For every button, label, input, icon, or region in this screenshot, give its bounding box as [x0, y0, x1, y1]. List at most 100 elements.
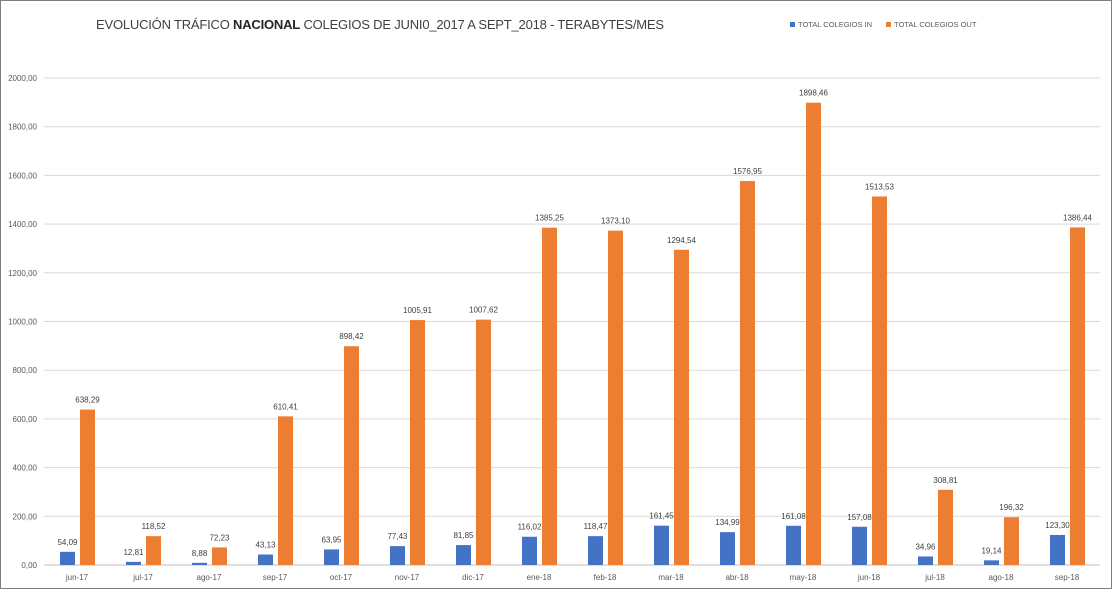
- title-prefix: EVOLUCIÓN TRÁFICO: [96, 17, 234, 32]
- y-tick-label: 1400,00: [8, 220, 37, 229]
- bar-in: [126, 561, 141, 565]
- bar-in: [456, 545, 471, 565]
- bar-in: [390, 546, 405, 565]
- bar-in: [984, 560, 999, 565]
- bar-out: [674, 249, 689, 565]
- data-label-in: 161,08: [781, 512, 806, 521]
- bar-in: [522, 536, 537, 565]
- bar-out: [146, 536, 161, 565]
- bar-out: [608, 230, 623, 565]
- data-label-out: 1385,25: [535, 214, 564, 223]
- bar-out: [344, 346, 359, 565]
- legend-item-out: TOTAL COLEGIOS OUT: [886, 20, 976, 29]
- x-tick-label: abr-18: [725, 573, 749, 582]
- data-label-out: 1294,54: [667, 236, 696, 245]
- data-label-in: 43,13: [255, 540, 276, 549]
- bar-out: [740, 181, 755, 565]
- y-tick-label: 400,00: [13, 464, 38, 473]
- x-tick-label: ene-18: [527, 573, 552, 582]
- data-label-out: 610,41: [273, 402, 298, 411]
- bar-in: [786, 525, 801, 565]
- bar-out: [278, 416, 293, 565]
- legend: TOTAL COLEGIOS IN TOTAL COLEGIOS OUT: [790, 20, 976, 29]
- data-label-out: 1898,46: [799, 89, 828, 98]
- title-suffix: COLEGIOS DE JUNI0_2017 A SEPT_2018 - TER…: [300, 17, 664, 32]
- data-label-in: 134,99: [715, 518, 740, 527]
- bar-out: [542, 227, 557, 565]
- x-tick-label: nov-17: [395, 573, 420, 582]
- data-label-in: 157,08: [847, 513, 872, 522]
- bar-in: [258, 554, 273, 565]
- data-label-out: 1513,53: [865, 182, 894, 191]
- bar-out: [1004, 517, 1019, 565]
- data-label-in: 54,09: [57, 538, 78, 547]
- legend-item-in: TOTAL COLEGIOS IN: [790, 20, 872, 29]
- legend-label-out: TOTAL COLEGIOS OUT: [894, 20, 977, 29]
- x-tick-label: dic-17: [462, 573, 484, 582]
- data-label-out: 196,32: [999, 503, 1024, 512]
- y-tick-label: 200,00: [13, 512, 38, 521]
- data-label-out: 1373,10: [601, 217, 630, 226]
- data-label-in: 19,14: [981, 546, 1002, 555]
- data-label-in: 12,81: [123, 548, 144, 557]
- bar-out: [872, 196, 887, 565]
- y-tick-label: 1600,00: [8, 171, 37, 180]
- y-tick-label: 1000,00: [8, 318, 37, 327]
- y-tick-label: 1200,00: [8, 269, 37, 278]
- bar-in: [588, 536, 603, 565]
- bar-out: [938, 489, 953, 565]
- data-label-out: 1576,95: [733, 167, 762, 176]
- data-label-in: 123,30: [1045, 521, 1070, 530]
- bar-in: [60, 551, 75, 565]
- bar-in: [192, 562, 207, 565]
- data-label-in: 118,47: [584, 522, 608, 531]
- bar-out: [806, 102, 821, 566]
- x-tick-label: jul-17: [132, 573, 153, 582]
- title-bold: NACIONAL: [233, 17, 301, 32]
- legend-swatch-out: [886, 22, 892, 27]
- bar-out: [1070, 227, 1085, 565]
- x-tick-label: oct-17: [330, 573, 353, 582]
- data-label-out: 308,81: [933, 476, 958, 485]
- x-tick-label: sep-18: [1055, 573, 1080, 582]
- data-label-out: 118,52: [142, 522, 166, 531]
- data-label-in: 116,02: [518, 523, 542, 532]
- data-label-in: 161,45: [649, 512, 674, 521]
- chart-title: EVOLUCIÓN TRÁFICO NACIONAL COLEGIOS DE J…: [96, 17, 664, 32]
- data-label-out: 638,29: [75, 396, 100, 405]
- y-tick-label: 600,00: [13, 415, 38, 424]
- x-tick-label: feb-18: [594, 573, 617, 582]
- data-label-out: 72,23: [209, 533, 230, 542]
- y-tick-label: 2000,00: [8, 74, 37, 83]
- bar-out: [212, 547, 227, 565]
- x-tick-label: jun-18: [857, 573, 881, 582]
- y-tick-label: 0,00: [21, 561, 37, 570]
- bar-out: [410, 320, 425, 565]
- data-label-out: 898,42: [339, 332, 364, 341]
- bar-in: [852, 526, 867, 565]
- x-tick-label: jul-18: [924, 573, 945, 582]
- bar-in: [720, 532, 735, 565]
- data-label-in: 81,85: [453, 531, 474, 540]
- bar-in: [918, 556, 933, 565]
- bar-in: [654, 525, 669, 565]
- data-label-out: 1007,62: [469, 306, 498, 315]
- bar-in: [1050, 534, 1065, 565]
- legend-swatch-in: [790, 22, 795, 27]
- bar-out: [476, 319, 491, 565]
- x-tick-label: sep-17: [263, 573, 288, 582]
- bar-out: [80, 409, 95, 565]
- y-tick-label: 800,00: [13, 366, 38, 375]
- data-label-out: 1005,91: [403, 306, 432, 315]
- x-tick-label: jun-17: [65, 573, 89, 582]
- x-tick-label: mar-18: [658, 573, 684, 582]
- y-tick-label: 1800,00: [8, 123, 37, 132]
- data-label-in: 8,88: [192, 549, 208, 558]
- x-tick-label: may-18: [790, 573, 817, 582]
- data-label-in: 63,95: [321, 535, 342, 544]
- data-label-out: 1386,44: [1063, 213, 1092, 222]
- x-tick-label: ago-17: [197, 573, 222, 582]
- bar-in: [324, 549, 339, 565]
- legend-label-in: TOTAL COLEGIOS IN: [798, 20, 873, 29]
